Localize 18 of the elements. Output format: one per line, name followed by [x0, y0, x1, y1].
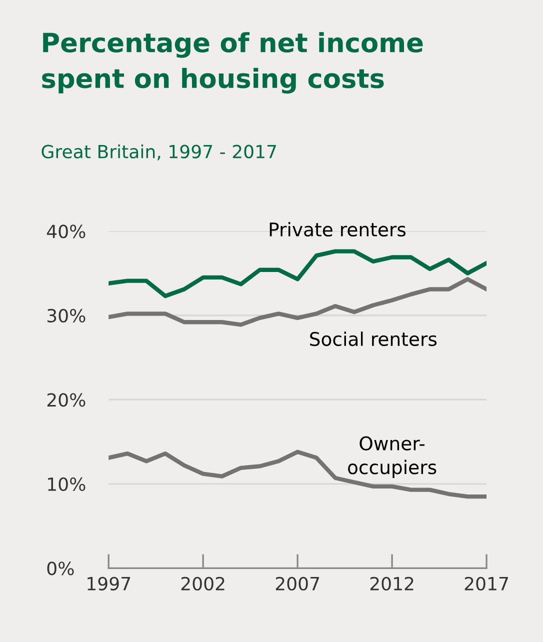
series-label: Private renters	[270, 222, 406, 237]
y-tick-label: 40%	[46, 224, 86, 238]
line-series	[108, 249, 487, 298]
series-label: Owner- occupiers	[348, 436, 436, 478]
line-series	[108, 277, 487, 327]
line-series	[108, 450, 487, 499]
y-tick-label: 0%	[47, 562, 74, 576]
x-tick-label: 2012	[370, 576, 414, 590]
y-tick-label: 30%	[47, 308, 86, 322]
chart-subtitle: Great Britain, 1997 - 2017	[42, 144, 276, 160]
chart-title: Percentage of net income spent on housing costs	[42, 32, 423, 94]
x-tick-label: 1997	[88, 576, 130, 590]
series-label: Social renters	[310, 332, 437, 346]
y-tick-label: 20%	[47, 393, 86, 407]
x-tick-label: 2017	[464, 576, 508, 590]
y-tick-label: 10%	[48, 477, 86, 492]
x-tick-label: 2007	[276, 576, 319, 590]
x-tick-label: 2002	[181, 576, 224, 590]
